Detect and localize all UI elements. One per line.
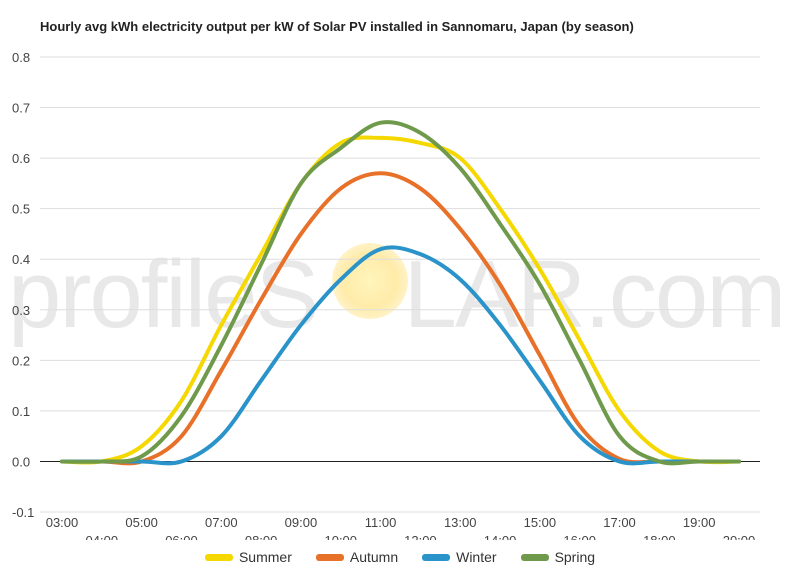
x-tick-label: 15:00 — [524, 515, 557, 530]
y-tick-label: 0.5 — [12, 202, 30, 217]
legend-label: Spring — [554, 549, 596, 565]
x-tick-label: 03:00 — [46, 515, 79, 530]
x-tick-label: 07:00 — [205, 515, 238, 530]
x-tick-label: 06:00 — [165, 533, 198, 540]
y-tick-label: 0.7 — [12, 101, 30, 116]
chart-legend: Summer Autumn Winter Spring — [0, 549, 800, 565]
series-line-winter — [60, 245, 741, 466]
legend-item-autumn[interactable]: Autumn — [315, 549, 399, 565]
legend-swatch — [204, 553, 233, 561]
y-tick-label: 0.4 — [12, 252, 30, 267]
chart-title: Hourly avg kWh electricity output per kW… — [40, 19, 634, 34]
y-tick-label: 0.8 — [12, 50, 30, 65]
legend-swatch — [422, 553, 451, 561]
x-tick-label: 18:00 — [643, 533, 676, 540]
series-line-spring — [60, 120, 741, 466]
x-tick-label: 17:00 — [603, 515, 636, 530]
x-tick-label: 05:00 — [125, 515, 158, 530]
y-tick-label: 0.2 — [12, 353, 30, 368]
legend-item-winter[interactable]: Winter — [422, 549, 497, 565]
x-tick-label: 13:00 — [444, 515, 477, 530]
legend-item-spring[interactable]: Spring — [520, 549, 596, 565]
y-tick-label: 0.1 — [12, 404, 30, 419]
x-tick-label: 04:00 — [86, 533, 119, 540]
legend-item-summer[interactable]: Summer — [204, 549, 292, 565]
legend-label: Summer — [238, 549, 292, 565]
x-tick-label: 11:00 — [365, 515, 397, 530]
x-tick-label: 08:00 — [245, 533, 278, 540]
chart-plot: -0.1 0.0 0.1 0.2 0.3 0.4 0.5 0.6 0.7 0.8 03:00 04:0… — [12, 50, 760, 540]
legend-swatch — [520, 553, 549, 561]
x-tick-label: 12:00 — [404, 533, 437, 540]
watermark: profileS LAR.com — [8, 240, 786, 350]
x-tick-label: 20:00 — [723, 533, 756, 540]
y-tick-label: -0.1 — [12, 505, 34, 520]
x-tick-label: 19:00 — [683, 515, 716, 530]
y-tick-label: 0.6 — [12, 151, 30, 166]
x-tick-label: 10:00 — [324, 533, 357, 540]
x-tick-label: 09:00 — [285, 515, 318, 530]
y-tick-label: 0.3 — [12, 303, 30, 318]
legend-label: Autumn — [349, 549, 399, 565]
series-line-summer — [60, 135, 741, 465]
x-tick-label: 16:00 — [563, 533, 596, 540]
y-tick-label: 0.0 — [12, 454, 30, 469]
series-line-autumn — [60, 171, 741, 466]
legend-label: Winter — [456, 549, 497, 565]
legend-swatch — [315, 553, 344, 561]
x-tick-label: 14:00 — [484, 533, 517, 540]
